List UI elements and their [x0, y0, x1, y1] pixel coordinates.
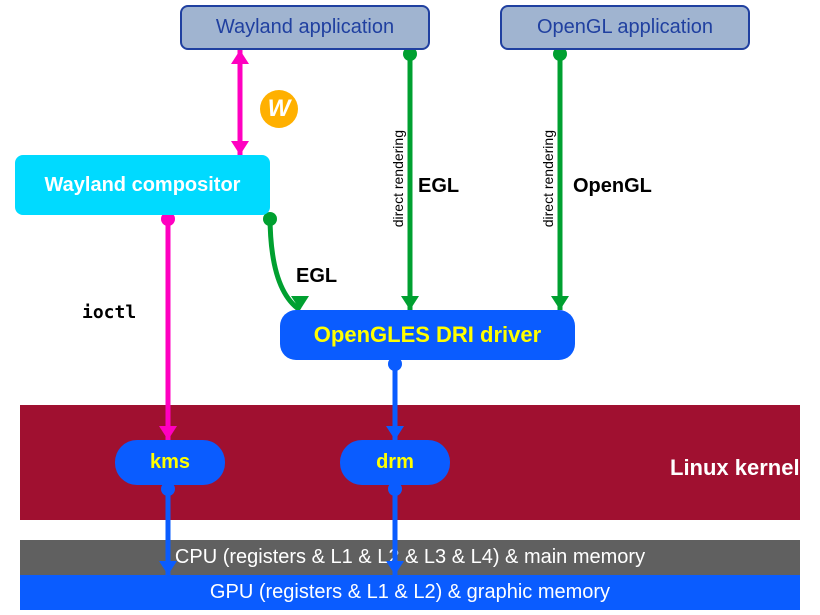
opengl-app-box: OpenGL application — [500, 5, 750, 50]
edge-label-1: OpenGL — [573, 175, 652, 198]
edge-label-5: direct rendering — [540, 130, 556, 227]
kms-box: kms — [115, 440, 225, 485]
drm-label: drm — [376, 451, 414, 474]
kms-to-gpu — [159, 482, 177, 575]
edge-label-3: ioctl — [82, 302, 136, 323]
dri-driver-label: OpenGLES DRI driver — [314, 322, 541, 348]
wayland-icon: W — [260, 90, 298, 128]
wayland-app-to-compositor — [231, 50, 249, 155]
wayland-app-label: Wayland application — [216, 16, 394, 39]
opengl-app-label: OpenGL application — [537, 16, 713, 39]
edge-label-0: EGL — [418, 175, 459, 198]
wayland-compositor-label: Wayland compositor — [45, 174, 241, 197]
dri-to-drm — [386, 357, 404, 440]
dri-driver-box: OpenGLES DRI driver — [280, 310, 575, 360]
drm-to-gpu — [386, 482, 404, 575]
edge-label-2: EGL — [296, 265, 337, 288]
kms-label: kms — [150, 451, 190, 474]
wayland-icon-label: W — [268, 95, 291, 123]
drm-box: drm — [340, 440, 450, 485]
compositor-ioctl — [159, 212, 177, 440]
edge-label-4: direct rendering — [390, 130, 406, 227]
wayland-compositor-box: Wayland compositor — [15, 155, 270, 215]
compositor-egl2 — [263, 212, 309, 310]
wayland-app-box: Wayland application — [180, 5, 430, 50]
